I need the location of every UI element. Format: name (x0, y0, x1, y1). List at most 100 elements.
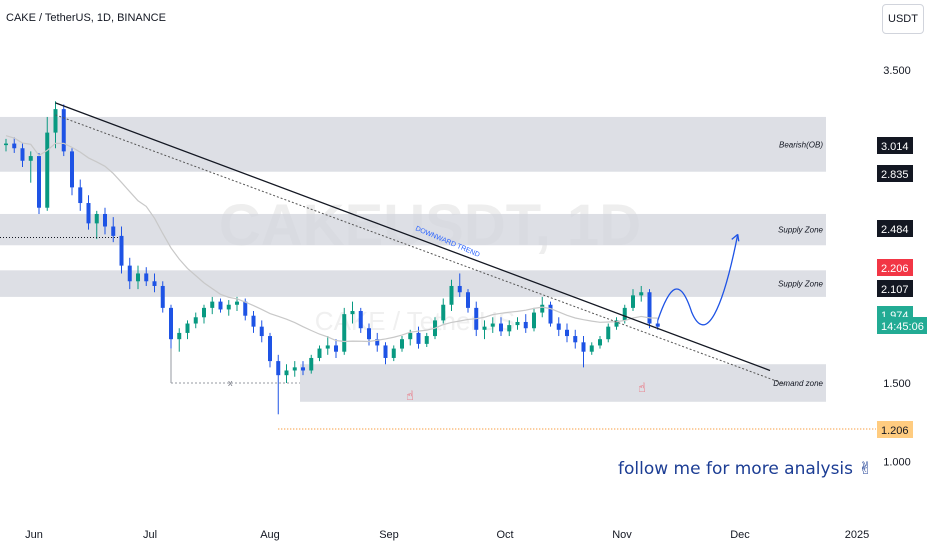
candle-body (4, 143, 8, 146)
candle-body (408, 332, 413, 340)
x-axis-label: Dec (730, 529, 750, 541)
candle-body (45, 132, 50, 208)
candle-body (309, 357, 314, 371)
candle-body (78, 187, 83, 204)
candle-body (523, 321, 528, 329)
candle-body (292, 367, 297, 371)
candle-body (358, 311, 363, 329)
candle-body (251, 315, 256, 327)
candle-body (185, 323, 190, 333)
candle-body (160, 285, 165, 308)
candle-body (482, 326, 487, 330)
candle-body (12, 143, 17, 149)
victory-hand-icon: ✌ (858, 459, 873, 479)
candle-body (589, 345, 594, 352)
projection-arrowhead (731, 233, 740, 242)
x-axis-label: Jun (25, 529, 43, 541)
candle-body (507, 325, 512, 332)
candle-body (606, 326, 611, 340)
candle-body (400, 339, 404, 349)
candle-body (20, 148, 25, 161)
candle-body (391, 348, 396, 358)
x-axis-label: Aug (260, 529, 280, 541)
candle-body (276, 361, 281, 376)
candle-body (598, 339, 602, 346)
candle-body (375, 339, 380, 346)
zone-label: Bearish(OB) (779, 140, 823, 149)
zone-label: Supply Zone (778, 280, 823, 289)
candle-body (218, 301, 223, 310)
candle-body (119, 235, 124, 266)
candle-body (70, 151, 74, 188)
candle-body (540, 304, 545, 313)
y-axis-tick: 1.000 (883, 456, 911, 468)
zone-rect (0, 213, 826, 246)
candle-body (416, 332, 421, 344)
candle-body (28, 156, 33, 161)
candle-body (301, 367, 305, 371)
candle-body (631, 295, 635, 308)
downtrend-dotted-line (55, 114, 787, 386)
candle-body (284, 370, 289, 376)
price-tag-label: 14:45:06 (881, 321, 924, 333)
candle-body (532, 312, 536, 329)
candle-body (193, 317, 198, 324)
candle-body (457, 285, 462, 293)
x-axis-label: Sep (379, 529, 399, 541)
price-tag-bg (877, 259, 913, 276)
x-axis-label: Jul (143, 529, 157, 541)
candle-body (61, 109, 66, 152)
candle-body (424, 336, 429, 344)
currency-button[interactable]: USDT (882, 4, 924, 34)
candle-body (556, 323, 561, 330)
candle-body (136, 273, 140, 282)
x-axis-label: Oct (496, 529, 513, 541)
y-axis-tick: 3.500 (883, 65, 911, 77)
candle-body (152, 281, 157, 286)
candle-body (103, 213, 107, 227)
candle-body (37, 156, 41, 208)
candle-body (169, 307, 173, 340)
zone-label: Demand zone (773, 379, 823, 388)
price-tag-label: 2.107 (881, 284, 909, 296)
candle-body (383, 345, 388, 358)
candle-body (565, 329, 569, 337)
candle-body (111, 226, 116, 236)
candle-body (325, 345, 330, 349)
candle-body (202, 307, 206, 318)
candle-body (53, 109, 58, 133)
candle-body (647, 292, 652, 324)
candle-body (449, 285, 454, 305)
price-tag-label: 2.484 (881, 224, 909, 236)
candle-body (499, 323, 503, 332)
candle-body (350, 311, 355, 315)
candle-body (144, 273, 149, 282)
candle-body (210, 301, 215, 308)
price-tag-bg (877, 137, 913, 154)
x-axis-label: Nov (612, 529, 632, 541)
candle-body (655, 323, 660, 327)
candle-body (127, 265, 132, 282)
candle-body (515, 321, 520, 326)
candle-body (622, 307, 627, 321)
x-axis-label: 2025 (845, 529, 869, 541)
hand-marker-icon: ☝ (638, 381, 646, 396)
candle-body (639, 292, 644, 296)
zone-rect (300, 364, 826, 402)
projection-arrow (657, 234, 739, 326)
price-tag-bg (877, 280, 913, 297)
candle-body (268, 336, 272, 362)
candle-body (490, 323, 495, 327)
follow-text-container: follow me for more analysis ✌ (618, 459, 873, 479)
candle-body (614, 320, 619, 327)
price-tag-label: 3.014 (881, 141, 909, 153)
moving-average-line (5, 135, 658, 343)
candle-body (581, 342, 586, 352)
price-tag-bg (877, 421, 913, 438)
price-tag-bg (877, 317, 927, 334)
symbol-header: CAKE / TetherUS, 1D, BINANCE (6, 12, 166, 24)
candle-body (235, 301, 239, 305)
price-tag-label: 2.835 (881, 169, 909, 181)
candle-body (177, 332, 182, 340)
